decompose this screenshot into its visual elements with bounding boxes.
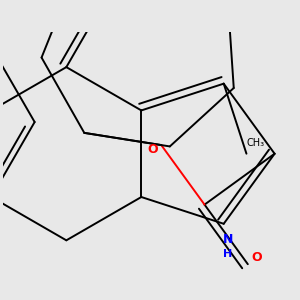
Text: O: O bbox=[147, 143, 158, 156]
Text: N: N bbox=[223, 233, 233, 246]
Text: CH₃: CH₃ bbox=[246, 138, 264, 148]
Text: H: H bbox=[224, 249, 233, 259]
Text: O: O bbox=[251, 251, 262, 264]
